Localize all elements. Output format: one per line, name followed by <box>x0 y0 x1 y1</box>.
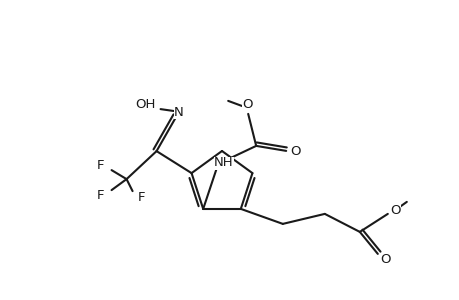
Text: O: O <box>390 204 400 218</box>
Text: F: F <box>138 190 145 204</box>
Text: NH: NH <box>214 157 233 169</box>
Text: O: O <box>289 146 300 158</box>
Text: O: O <box>380 254 390 266</box>
Text: F: F <box>96 189 104 202</box>
Text: O: O <box>241 98 252 111</box>
Text: N: N <box>174 106 183 118</box>
Text: F: F <box>96 159 104 172</box>
Text: OH: OH <box>135 98 156 111</box>
